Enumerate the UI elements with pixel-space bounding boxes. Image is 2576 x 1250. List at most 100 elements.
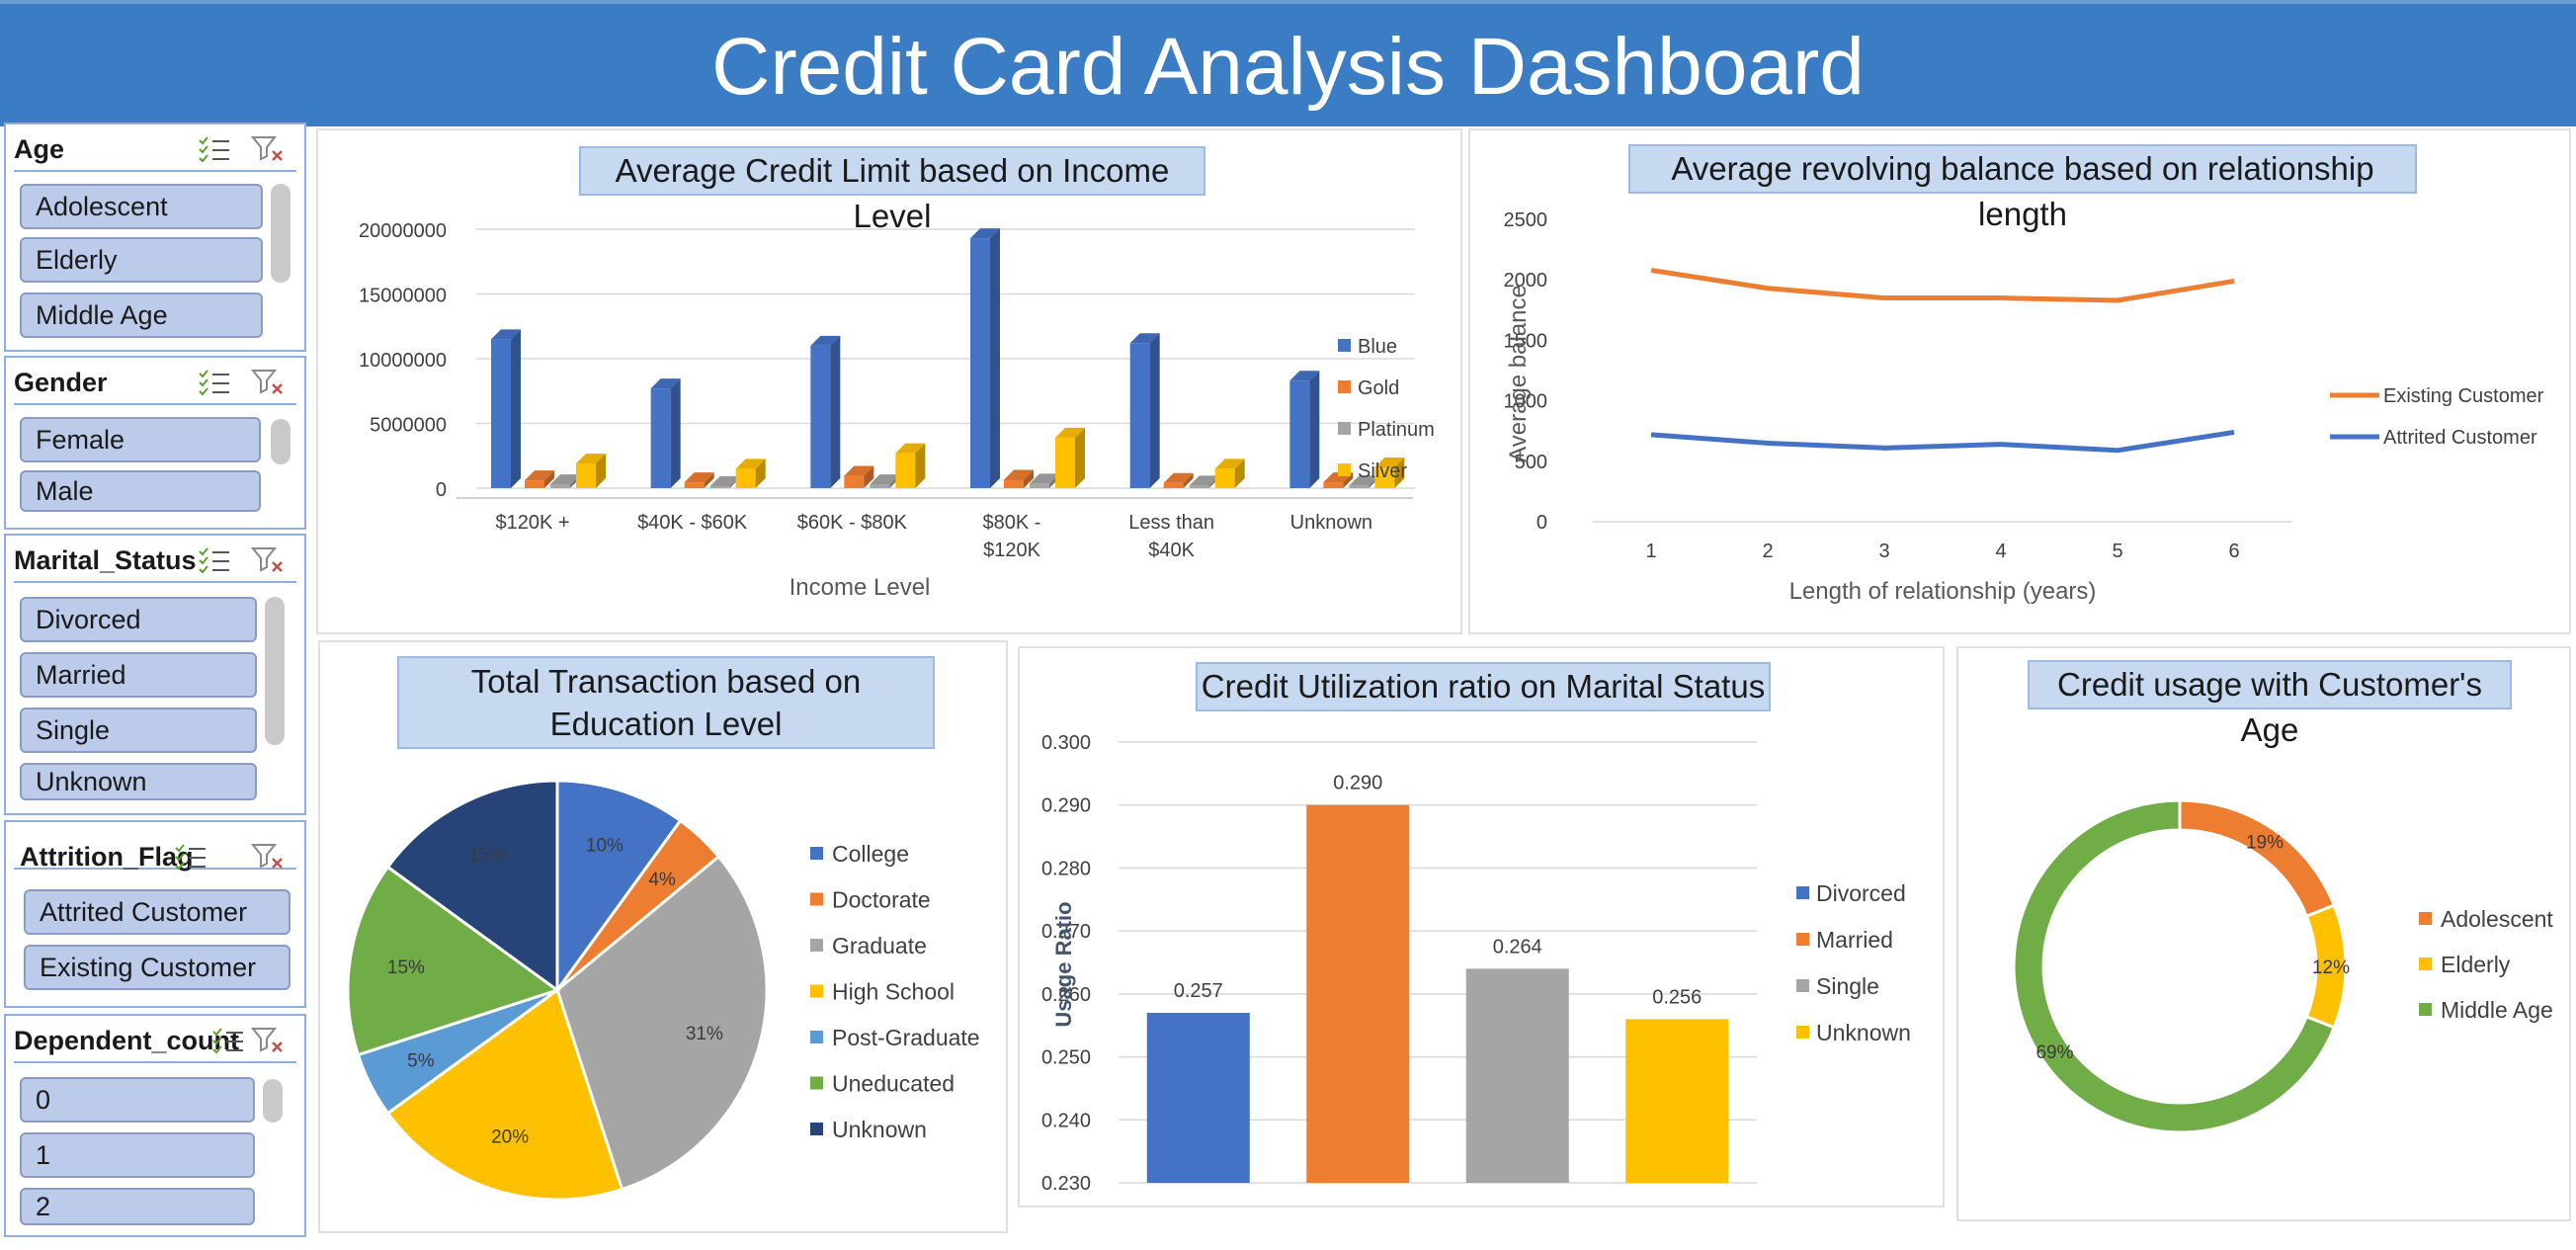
multi-select-icon[interactable] xyxy=(198,368,231,397)
legend-label: Blue xyxy=(1358,336,1397,358)
x-tick-label: $40K xyxy=(1148,540,1195,561)
legend-label: Gold xyxy=(1358,377,1399,399)
slicer-marital-status: Marital_Status Divorced Married Single U… xyxy=(4,534,306,815)
bar-silver xyxy=(1214,468,1235,488)
slicer-item-female[interactable]: Female xyxy=(20,417,261,462)
bar-side xyxy=(1075,427,1085,488)
bar-blue xyxy=(810,345,831,488)
x-axis-title: Income Level xyxy=(789,574,931,601)
slicer-dependent-count: Dependent_count 0 1 2 xyxy=(4,1014,306,1237)
slicer-scrollbar[interactable] xyxy=(271,184,291,283)
slicer-title: Marital_Status xyxy=(14,545,197,575)
pie-slice-college xyxy=(555,779,683,995)
bar-platinum xyxy=(550,484,570,488)
slicer-title: Attrition_Flag xyxy=(20,842,194,872)
bar-top xyxy=(1374,458,1405,468)
slice-label: 5% xyxy=(407,1050,435,1071)
legend-swatch xyxy=(1796,1026,1809,1039)
slicer-header: Gender xyxy=(14,364,296,405)
dashboard-title: Credit Card Analysis Dashboard xyxy=(711,22,1865,112)
bar-gold xyxy=(1004,479,1024,488)
y-tick-label: 0.300 xyxy=(1041,732,1091,754)
chart-panel-age: Credit usage with Customer's Age 19% 12% 6… xyxy=(1956,646,2571,1221)
slice-label: 31% xyxy=(686,1024,723,1044)
bar-side xyxy=(755,458,766,488)
bar-silver xyxy=(576,463,596,488)
slicer-title: Dependent_count xyxy=(14,1026,240,1055)
bar-top xyxy=(709,476,740,487)
bar-silver xyxy=(1374,467,1395,488)
slicer-item-2[interactable]: 2 xyxy=(20,1188,255,1225)
bar-blue xyxy=(491,339,511,488)
y-tick-label: 2000 xyxy=(1504,270,1548,292)
y-tick-label: 2500 xyxy=(1504,209,1548,231)
slicer-item-attrited-customer[interactable]: Attrited Customer xyxy=(24,889,291,935)
chart-age: 19% 12% 69% Adolescent Elderly Middle Age xyxy=(2012,798,2553,1134)
bar-gold xyxy=(1163,482,1184,488)
x-tick-label: Less than xyxy=(1128,512,1214,534)
chart-utilization: 0.230 0.240 0.250 0.260 0.270 0.280 0.290 0.300… xyxy=(1041,732,1911,1195)
slice-label: 12% xyxy=(2312,958,2350,978)
slicer-item-male[interactable]: Male xyxy=(20,470,261,512)
slicer-item-1[interactable]: 1 xyxy=(20,1132,255,1178)
legend-swatch xyxy=(810,1031,823,1043)
x-tick-label: 4 xyxy=(1995,541,2006,562)
clear-filter-icon[interactable] xyxy=(251,1026,285,1055)
legend-label: Attrited Customer xyxy=(2383,427,2537,449)
chart-title: Total Transaction based on Education Lev… xyxy=(397,656,935,749)
legend-label: Elderly xyxy=(2441,952,2511,977)
legend-label: Divorced xyxy=(1816,880,1906,906)
slicer-item-single[interactable]: Single xyxy=(20,708,257,753)
pie-slice-unknown xyxy=(385,779,559,993)
slicer-item-married[interactable]: Married xyxy=(20,652,257,698)
slicer-item-adolescent[interactable]: Adolescent xyxy=(20,184,263,229)
legend-label: College xyxy=(832,841,909,867)
slicer-scrollbar[interactable] xyxy=(263,1079,283,1123)
y-tick-label: 0 xyxy=(436,479,447,501)
multi-select-icon[interactable] xyxy=(198,134,231,164)
multi-select-icon[interactable] xyxy=(211,1026,245,1055)
slicer-attrition-flag: Attrition_Flag Attrited Customer Existin… xyxy=(4,820,306,1008)
slicer-scrollbar[interactable] xyxy=(271,419,291,464)
x-tick-label: $120K + xyxy=(495,512,569,534)
clear-filter-icon[interactable] xyxy=(251,368,285,397)
bar-top xyxy=(870,474,900,485)
slicer-header: Dependent_count xyxy=(14,1022,296,1063)
slicer-item-elderly[interactable]: Elderly xyxy=(20,237,263,283)
clear-filter-icon[interactable] xyxy=(251,134,285,164)
slicer-scrollbar[interactable] xyxy=(265,597,285,745)
bar-top xyxy=(650,378,681,389)
slicer-item-divorced[interactable]: Divorced xyxy=(20,597,257,642)
clear-filter-icon[interactable] xyxy=(251,842,285,872)
slicer-item-0[interactable]: 0 xyxy=(20,1077,255,1123)
legend-label: Unknown xyxy=(832,1117,927,1142)
multi-select-icon[interactable] xyxy=(174,842,208,872)
bar-silver xyxy=(1055,437,1075,488)
legend-label: Graduate xyxy=(832,933,927,958)
x-tick-label: 2 xyxy=(1762,541,1773,562)
slicer-item-middle-age[interactable]: Middle Age xyxy=(20,292,263,338)
multi-select-icon[interactable] xyxy=(198,545,231,575)
slicer-item-unknown[interactable]: Unknown xyxy=(20,763,257,800)
bar-top xyxy=(1163,472,1194,483)
y-tick-label: 0.250 xyxy=(1041,1047,1091,1069)
legend-label: Post-Graduate xyxy=(832,1025,980,1050)
x-tick-label: $120K xyxy=(983,540,1040,561)
x-tick-label: $80K - xyxy=(983,512,1041,534)
bar-side xyxy=(990,228,1000,489)
x-tick-label: 1 xyxy=(1645,541,1656,562)
chart-revolving: 0 500 1000 1500 2000 2500 1 2 3 4 5 6 Length of rela… xyxy=(1504,209,2544,605)
legend-label: Uneducated xyxy=(832,1071,955,1097)
bar-top xyxy=(550,474,580,485)
y-tick-label: 0.260 xyxy=(1041,984,1091,1006)
x-tick-label: 6 xyxy=(2228,541,2239,562)
slicer-item-existing-customer[interactable]: Existing Customer xyxy=(24,945,291,990)
y-tick-label: 5000000 xyxy=(370,415,447,437)
bar-silver xyxy=(895,453,916,488)
legend-swatch xyxy=(2419,958,2432,970)
clear-filter-icon[interactable] xyxy=(251,545,285,575)
pie-slice-high-school xyxy=(385,987,624,1202)
legend-swatch xyxy=(1796,979,1809,992)
slice-label: 20% xyxy=(491,1126,529,1147)
bar-silver xyxy=(735,468,756,488)
